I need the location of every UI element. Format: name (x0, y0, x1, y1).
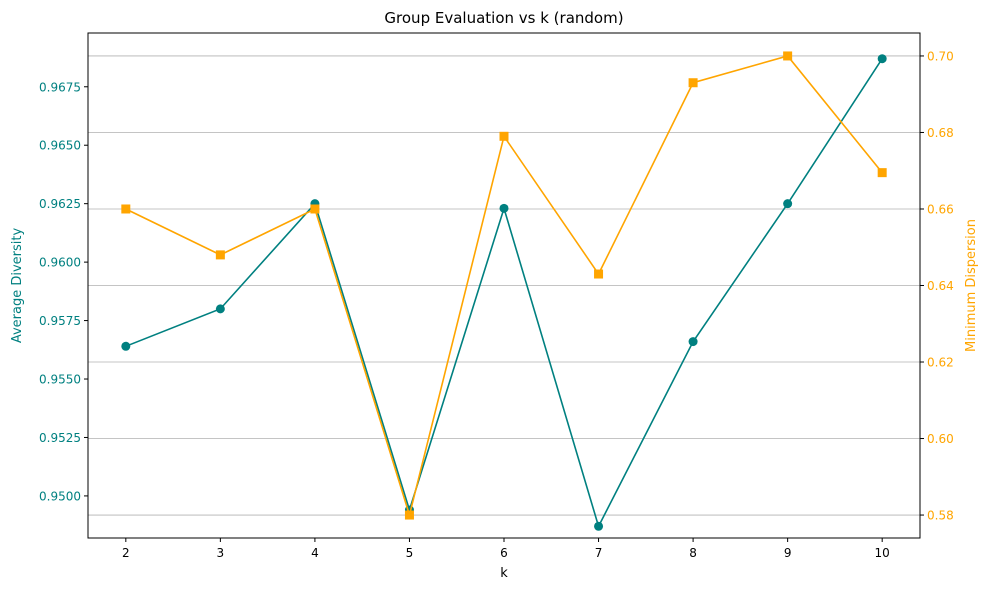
data-point (783, 51, 793, 61)
data-point (877, 168, 887, 178)
data-point (783, 199, 793, 209)
left-y-axis-label: Average Diversity (10, 228, 25, 344)
right-y-tick-label: 0.58 (927, 509, 954, 523)
x-tick-label: 3 (217, 546, 225, 560)
data-point (499, 131, 509, 141)
x-tick-label: 10 (875, 546, 890, 560)
left-y-tick-label: 0.9500 (39, 489, 81, 503)
left-y-tick-label: 0.9650 (39, 139, 81, 153)
data-point (594, 521, 604, 531)
left-y-tick-label: 0.9600 (39, 256, 81, 270)
right-y-axis-label: Minimum Dispersion (964, 219, 979, 352)
data-point (121, 204, 131, 214)
left-y-tick-label: 0.9675 (39, 80, 81, 94)
chart-title: Group Evaluation vs k (random) (384, 9, 623, 27)
x-tick-label: 6 (500, 546, 508, 560)
left-y-tick-label: 0.9550 (39, 373, 81, 387)
x-tick-label: 9 (784, 546, 792, 560)
left-y-tick-label: 0.9525 (39, 431, 81, 445)
data-point (594, 269, 604, 279)
x-tick-label: 7 (595, 546, 603, 560)
x-tick-label: 2 (122, 546, 130, 560)
right-y-axis: 0.58 0.60 0.62 0.64 0.66 0.68 0.70 (920, 49, 954, 523)
right-y-tick-label: 0.60 (927, 432, 954, 446)
left-y-tick-label: 0.9625 (39, 197, 81, 211)
right-y-tick-label: 0.62 (927, 356, 954, 370)
data-point (310, 204, 320, 214)
right-y-tick-label: 0.68 (927, 126, 954, 140)
data-point (121, 341, 131, 351)
series-layer (121, 51, 887, 531)
data-point (215, 304, 225, 314)
right-y-tick-label: 0.64 (927, 279, 954, 293)
series-minimum-dispersion (121, 51, 887, 520)
left-y-tick-label: 0.9575 (39, 314, 81, 328)
x-tick-label: 4 (311, 546, 319, 560)
right-y-tick-label: 0.70 (927, 49, 954, 63)
data-point (499, 203, 509, 213)
left-y-axis: 0.9500 0.9525 0.9550 0.9575 0.9600 0.9625 0.96… (39, 80, 88, 503)
data-point (688, 337, 698, 347)
x-tick-label: 5 (406, 546, 414, 560)
data-point (688, 78, 698, 88)
data-point (215, 250, 225, 260)
x-tick-label: 8 (689, 546, 697, 560)
data-point (877, 54, 887, 64)
x-axis: 2 3 4 5 6 7 8 9 10 (122, 538, 890, 560)
data-point (404, 510, 414, 520)
right-y-tick-label: 0.66 (927, 202, 954, 216)
x-axis-label: k (500, 566, 508, 581)
